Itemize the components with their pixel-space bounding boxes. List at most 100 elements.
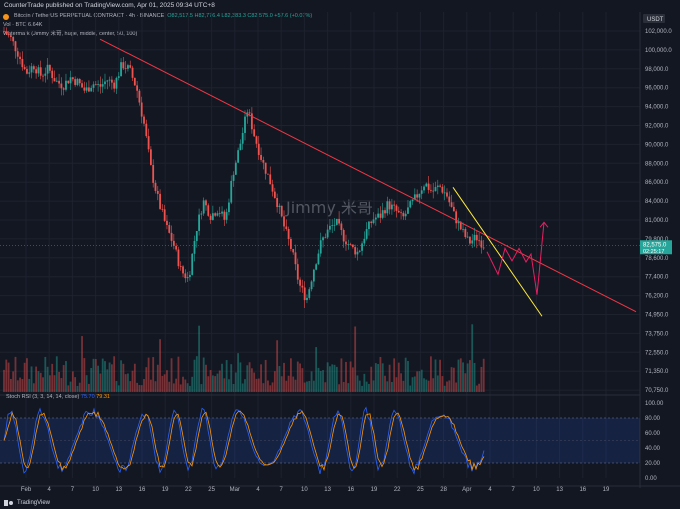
volume-bar <box>136 382 139 392</box>
time-axis-label: 13 <box>556 487 563 493</box>
candle-body <box>7 34 10 36</box>
candle-body <box>39 67 42 76</box>
candle-body <box>177 249 180 267</box>
rsi-legend[interactable]: Stoch RSI (3, 3, 14, 14, close) 75.70 79… <box>6 394 110 400</box>
candle-body <box>65 80 67 90</box>
price-axis-label: 88,000.0 <box>645 161 669 167</box>
candle-body <box>113 82 116 89</box>
candle-body <box>60 83 63 89</box>
time-axis-label: 16 <box>139 487 146 493</box>
candle-body <box>131 67 134 78</box>
candle-body <box>294 252 297 265</box>
candle-body <box>457 221 460 224</box>
volume-bar <box>331 364 334 392</box>
candle-body <box>186 277 189 279</box>
volume-bar <box>214 376 217 392</box>
watermark-row[interactable]: Watermark (Jimmy 米哥, huge, middle, cente… <box>3 30 312 39</box>
candle-body <box>230 180 233 203</box>
volume-bar <box>241 383 244 392</box>
volume-bar <box>156 364 159 392</box>
candle-body <box>338 218 341 224</box>
time-axis-label: 19 <box>371 487 378 493</box>
candle-body <box>239 143 242 151</box>
candle-body <box>195 230 198 241</box>
volume-bar <box>186 383 189 392</box>
candle-body <box>133 77 136 86</box>
volume-bar <box>455 382 458 392</box>
volume-bar <box>147 357 150 392</box>
candle-body <box>372 219 375 224</box>
candle-body <box>35 69 38 74</box>
volume-bar <box>374 363 377 392</box>
volume-bar <box>170 358 173 392</box>
candle-body <box>317 253 320 265</box>
volume-bar <box>365 381 368 392</box>
candle-body <box>430 189 432 191</box>
candle-body <box>283 216 285 227</box>
ohlc-values: O82,517.5 H82,776.4 L82,383.3 C82,575.0 … <box>167 13 313 19</box>
time-axis-label: 13 <box>115 487 122 493</box>
symbol-row[interactable]: Bitcoin / TetherUS PERPETUAL CONTRACT · … <box>3 12 312 21</box>
candle-body <box>172 240 175 246</box>
candle-body <box>443 192 446 194</box>
volume-bar <box>115 380 118 392</box>
candle-body <box>154 182 157 191</box>
price-axis-label: 72,550.0 <box>645 350 669 356</box>
volume-bar <box>283 362 285 392</box>
volume-bar <box>108 362 111 392</box>
volume-bar <box>466 363 469 392</box>
symbol-title: Bitcoin / TetherUS PERPETUAL CONTRACT · … <box>14 13 165 19</box>
volume-bar <box>55 356 58 392</box>
candle-body <box>51 70 54 79</box>
volume-bar <box>345 361 347 392</box>
volume-bar <box>49 375 51 392</box>
volume-bar <box>276 340 279 392</box>
volume-bar <box>448 380 451 392</box>
volume-bar <box>423 378 425 392</box>
volume-bar <box>280 376 283 392</box>
watermark-indicator-label: Watermark (Jimmy 米哥, huge, middle, cente… <box>3 31 138 37</box>
candle-body <box>44 73 47 76</box>
volume-bar <box>3 369 5 392</box>
candle-body <box>448 196 451 203</box>
volume-bar <box>168 381 171 392</box>
volume-bar <box>74 377 77 392</box>
price-axis-label: 73,750.0 <box>645 331 669 337</box>
volume-bar <box>94 359 97 392</box>
volume-bar <box>354 326 357 392</box>
volume-bar <box>225 360 228 392</box>
candle-body <box>329 225 331 230</box>
volume-bar <box>338 384 341 392</box>
candle-body <box>439 185 441 187</box>
candle-body <box>99 84 102 87</box>
volume-bar <box>127 373 129 392</box>
candle-body <box>351 244 354 248</box>
volume-bar <box>152 357 155 392</box>
volume-bar <box>218 370 221 392</box>
candle-body <box>88 87 90 92</box>
candle-body <box>3 31 5 33</box>
candle-body <box>182 266 184 274</box>
candle-body <box>475 234 478 241</box>
volume-bar <box>122 363 125 392</box>
volume-bar <box>175 378 178 392</box>
candle-body <box>16 51 19 57</box>
vol-row[interactable]: Vol · BTC 6.64K <box>3 21 312 30</box>
candle-body <box>28 72 31 74</box>
volume-bar <box>384 375 386 392</box>
candle-body <box>198 214 200 231</box>
volume-bar <box>427 380 430 392</box>
volume-bar <box>159 339 161 392</box>
rsi-axis-label: 80.00 <box>645 416 661 422</box>
price-axis-label: 92,000.0 <box>645 124 669 130</box>
candle-body <box>331 225 334 226</box>
candle-body <box>273 191 276 199</box>
volume-bar <box>402 380 405 392</box>
volume-bar <box>101 358 104 392</box>
candle-body <box>319 240 322 254</box>
time-axis-label: 22 <box>185 487 192 493</box>
time-axis-label: Mar <box>230 487 240 493</box>
volume-bar <box>154 381 157 392</box>
rsi-k-line <box>3 406 485 475</box>
